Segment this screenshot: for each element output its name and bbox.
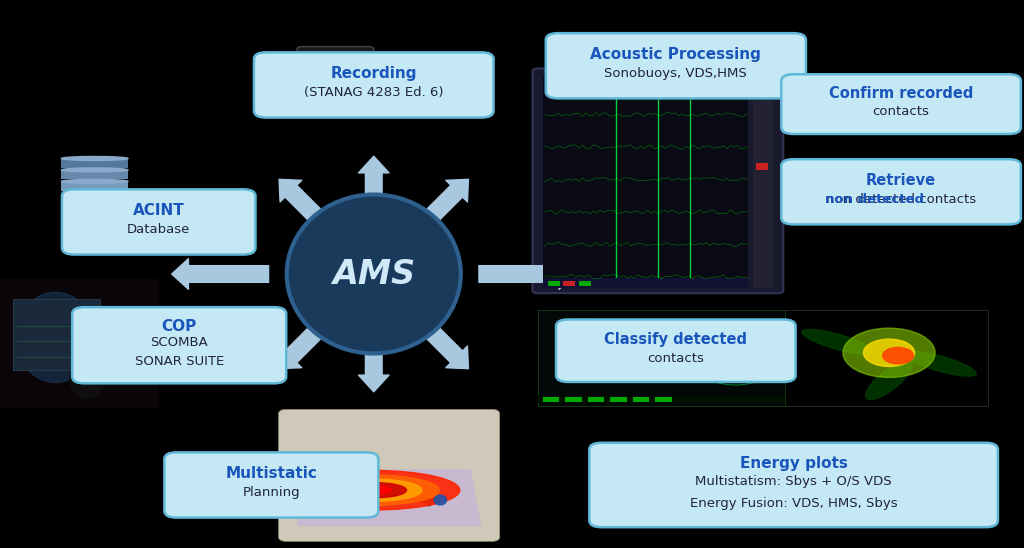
Bar bbox=[543, 278, 748, 288]
Text: Energy plots: Energy plots bbox=[739, 456, 848, 471]
Ellipse shape bbox=[306, 475, 439, 505]
FancyBboxPatch shape bbox=[538, 310, 785, 406]
Text: Sonobuoys, VDS,HMS: Sonobuoys, VDS,HMS bbox=[604, 67, 748, 80]
Bar bbox=[563, 281, 575, 286]
Circle shape bbox=[863, 339, 914, 367]
Ellipse shape bbox=[286, 470, 460, 510]
Text: Multistatic: Multistatic bbox=[225, 466, 317, 481]
Ellipse shape bbox=[865, 361, 912, 399]
Text: COP: COP bbox=[162, 318, 197, 334]
Bar bbox=[565, 397, 582, 402]
Bar bbox=[655, 397, 672, 402]
FancyBboxPatch shape bbox=[61, 190, 256, 254]
Bar bbox=[588, 397, 604, 402]
Bar bbox=[610, 397, 627, 402]
Text: Planning: Planning bbox=[243, 487, 300, 499]
Bar bbox=[548, 281, 560, 286]
FancyBboxPatch shape bbox=[556, 319, 796, 382]
FancyBboxPatch shape bbox=[753, 74, 773, 288]
Bar bbox=[579, 281, 591, 286]
Bar bbox=[61, 170, 128, 179]
FancyBboxPatch shape bbox=[254, 53, 494, 118]
Ellipse shape bbox=[16, 293, 95, 383]
Text: Classify detected: Classify detected bbox=[604, 333, 748, 347]
Circle shape bbox=[843, 328, 935, 378]
Text: Retrieve: Retrieve bbox=[866, 173, 936, 188]
Ellipse shape bbox=[324, 479, 422, 501]
Ellipse shape bbox=[70, 362, 104, 398]
Text: non detected: non detected bbox=[825, 193, 925, 206]
Ellipse shape bbox=[904, 351, 976, 376]
FancyBboxPatch shape bbox=[78, 192, 111, 207]
FancyBboxPatch shape bbox=[0, 279, 159, 408]
Polygon shape bbox=[297, 469, 481, 526]
FancyBboxPatch shape bbox=[297, 47, 374, 71]
Text: ACINT: ACINT bbox=[133, 203, 184, 218]
Bar bbox=[756, 163, 768, 170]
Text: contacts: contacts bbox=[872, 105, 930, 118]
FancyBboxPatch shape bbox=[590, 443, 997, 527]
Text: AMS: AMS bbox=[332, 258, 416, 290]
FancyBboxPatch shape bbox=[72, 307, 286, 384]
Bar bbox=[61, 158, 128, 168]
Text: Confirm recorded: Confirm recorded bbox=[829, 87, 973, 101]
Ellipse shape bbox=[61, 179, 128, 184]
Text: SONAR SUITE: SONAR SUITE bbox=[134, 355, 224, 368]
Ellipse shape bbox=[85, 190, 104, 199]
Ellipse shape bbox=[287, 195, 461, 353]
FancyBboxPatch shape bbox=[164, 453, 379, 517]
Ellipse shape bbox=[78, 342, 97, 366]
Bar bbox=[82, 193, 108, 198]
Text: SCOMBA: SCOMBA bbox=[151, 336, 208, 349]
Ellipse shape bbox=[354, 486, 391, 494]
Text: Multistatism: Sbys + O/S VDS: Multistatism: Sbys + O/S VDS bbox=[695, 475, 892, 488]
Ellipse shape bbox=[339, 482, 407, 498]
FancyBboxPatch shape bbox=[546, 33, 806, 99]
FancyBboxPatch shape bbox=[12, 299, 100, 370]
FancyBboxPatch shape bbox=[781, 74, 1021, 134]
Bar bbox=[543, 397, 559, 402]
FancyBboxPatch shape bbox=[532, 68, 783, 293]
Text: (STANAG 4283 Ed. 6): (STANAG 4283 Ed. 6) bbox=[304, 87, 443, 99]
Ellipse shape bbox=[802, 329, 873, 354]
Bar bbox=[61, 181, 128, 191]
Text: contacts: contacts bbox=[647, 352, 705, 365]
Text: non detected contacts: non detected contacts bbox=[826, 193, 976, 206]
Bar bbox=[307, 60, 364, 62]
Text: Recording: Recording bbox=[331, 66, 417, 81]
Bar bbox=[309, 67, 326, 75]
Ellipse shape bbox=[61, 157, 128, 161]
Ellipse shape bbox=[61, 168, 128, 172]
FancyBboxPatch shape bbox=[538, 310, 988, 406]
FancyBboxPatch shape bbox=[279, 409, 500, 541]
Bar bbox=[538, 396, 785, 403]
Ellipse shape bbox=[434, 495, 446, 505]
Text: Database: Database bbox=[127, 224, 190, 236]
Bar bbox=[633, 397, 649, 402]
Text: Acoustic Processing: Acoustic Processing bbox=[591, 47, 761, 62]
Text: Energy Fusion: VDS, HMS, Sbys: Energy Fusion: VDS, HMS, Sbys bbox=[690, 497, 897, 510]
FancyBboxPatch shape bbox=[781, 159, 1021, 225]
FancyBboxPatch shape bbox=[543, 77, 748, 279]
Circle shape bbox=[883, 347, 913, 364]
